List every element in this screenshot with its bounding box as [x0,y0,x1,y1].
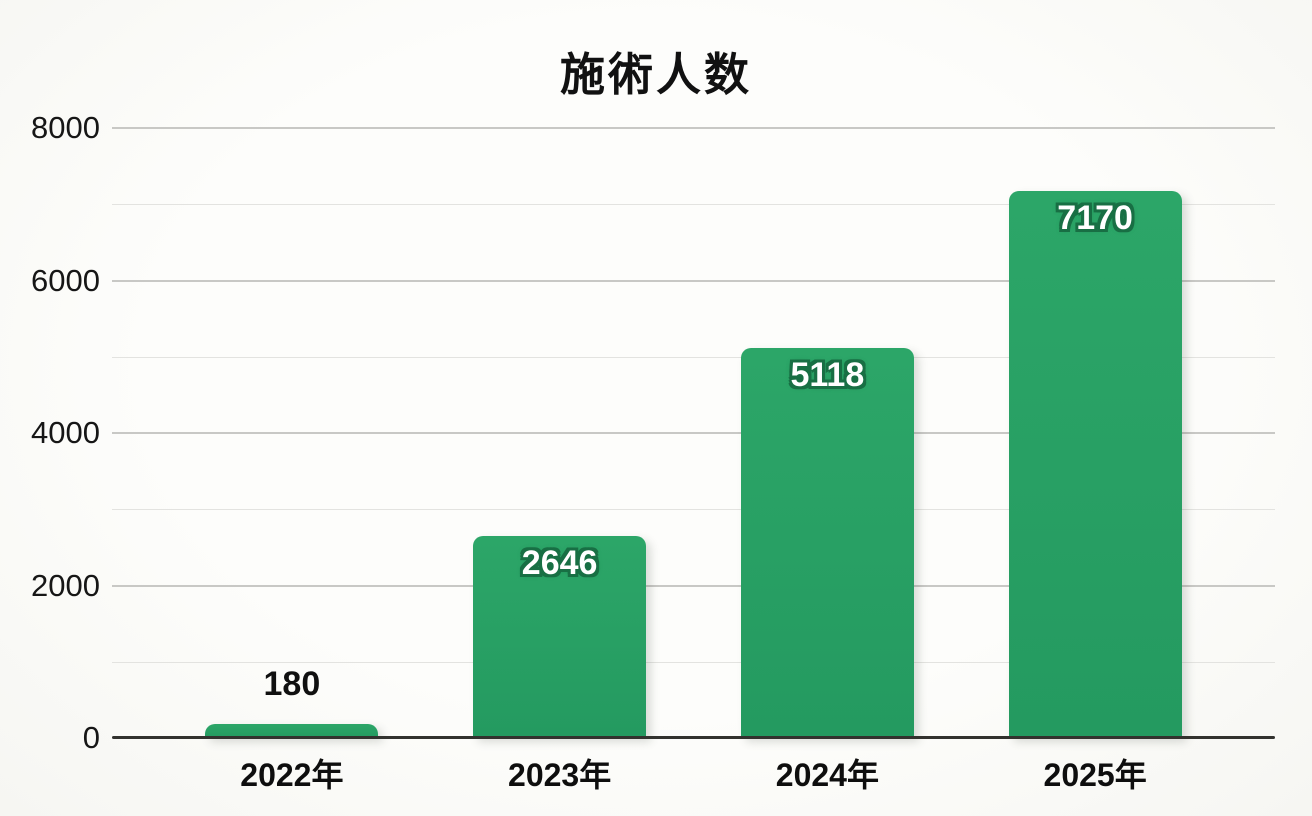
x-tick-label: 2025年 [1043,757,1147,793]
bar [1008,191,1182,738]
bar-value-label: 180 [263,665,321,703]
y-tick-label: 4000 [31,415,100,450]
bar [740,348,914,738]
gridline [112,127,1275,129]
y-tick-label: 6000 [31,262,100,298]
y-tick-label: 8000 [31,110,100,145]
x-tick-label: 2022年 [240,757,344,793]
x-tick-label: 2023年 [508,757,612,793]
y-tick-label: 2000 [31,567,100,603]
chart-title: 施術人数 [559,49,752,100]
x-axis-line [112,736,1275,739]
bar [473,536,647,738]
y-tick-label: 0 [82,720,100,755]
x-tick-label: 2024年 [775,757,879,793]
bar [205,724,379,738]
plot-area: 180 2646 5118 7170 [112,127,1275,739]
